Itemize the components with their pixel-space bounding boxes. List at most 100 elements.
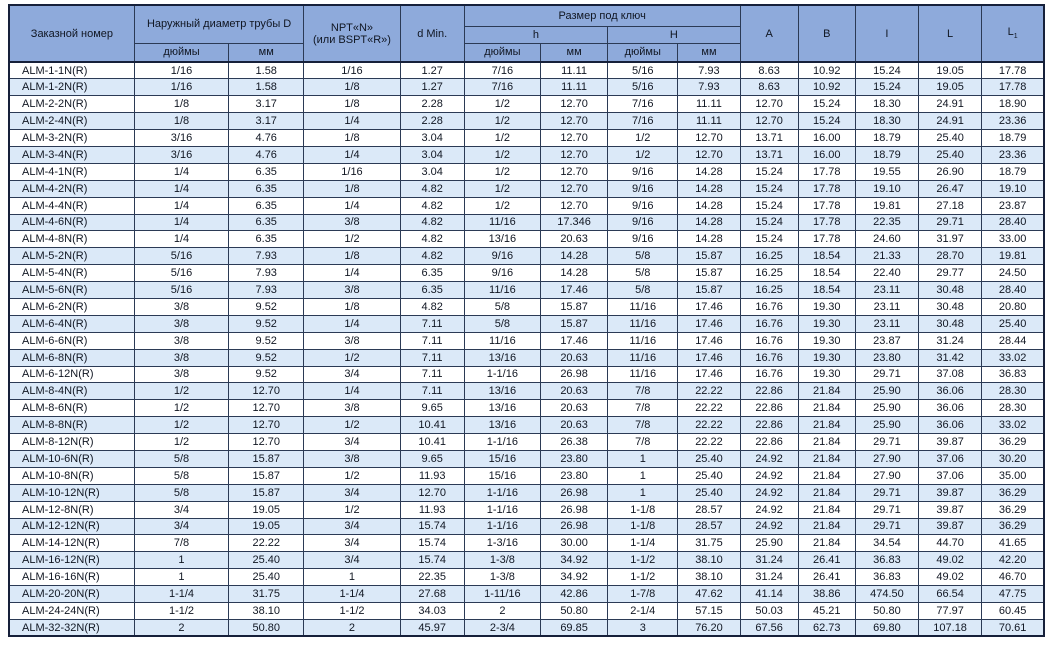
table-cell: 1.27 — [399, 61, 465, 80]
table-cell: 30.48 — [918, 281, 983, 299]
order-number-cell: ALM-1-1N(R) — [8, 61, 135, 80]
table-cell: 4.82 — [399, 179, 465, 198]
table-cell: 38.10 — [228, 602, 305, 620]
table-cell: 1-1/8 — [607, 500, 679, 519]
table-cell: 28.40 — [981, 281, 1045, 299]
table-row: ALM-8-6N(R) 1/2 12.70 3/8 9.65 13/16 20.63 7/8 2… — [8, 399, 1045, 418]
table-cell: 9.52 — [228, 331, 305, 350]
table-cell: 23.36 — [981, 112, 1045, 131]
table-cell: 9.52 — [228, 297, 305, 316]
table-row: ALM-8-4N(R) 1/2 12.70 1/4 7.11 13/16 20.63 7/8 2… — [8, 382, 1045, 401]
table-cell: 24.91 — [918, 95, 983, 114]
header-row-1: Заказной номер Наружный диаметр трубы D … — [8, 4, 1045, 63]
table-cell: 1-1/4 — [303, 585, 401, 603]
table-cell: 2.28 — [399, 95, 465, 114]
table-cell: 16.25 — [739, 264, 799, 283]
order-number-cell: ALM-6-8N(R) — [8, 348, 135, 367]
table-cell: 22.22 — [677, 382, 741, 401]
table-cell: 20.63 — [539, 399, 609, 418]
table-cell: 11.11 — [539, 61, 609, 80]
table-cell: 24.50 — [981, 264, 1045, 283]
table-cell: 5/8 — [133, 466, 230, 485]
table-cell: 23.11 — [854, 281, 920, 299]
table-cell: 3/16 — [133, 145, 230, 164]
table-cell: 3.04 — [399, 162, 465, 181]
table-cell: 21.84 — [797, 517, 856, 536]
table-cell: 7/16 — [607, 95, 679, 114]
order-number-cell: ALM-5-6N(R) — [8, 281, 135, 299]
table-cell: 15.87 — [677, 247, 741, 266]
order-number-cell: ALM-8-6N(R) — [8, 399, 135, 418]
table-cell: 26.98 — [539, 517, 609, 536]
spec-table: Заказной номер Наружный диаметр трубы D … — [8, 4, 1045, 638]
table-cell: 12.70 — [228, 416, 305, 435]
table-cell: 36.06 — [918, 382, 983, 401]
table-cell: 1/2 — [463, 95, 541, 114]
order-number-cell: ALM-6-2N(R) — [8, 297, 135, 316]
table-cell: 14.28 — [539, 264, 609, 283]
table-cell: 9/16 — [607, 230, 679, 249]
col-header-h-small: h — [463, 25, 609, 44]
table-cell: 9/16 — [607, 162, 679, 181]
table-cell: 35.00 — [981, 466, 1045, 485]
table-cell: 50.80 — [854, 602, 920, 620]
table-row: ALM-4-4N(R) 1/4 6.35 1/4 4.82 1/2 12.70 9/16 14.… — [8, 196, 1045, 215]
table-cell: 34.54 — [854, 534, 920, 553]
table-cell: 36.83 — [854, 551, 920, 570]
table-cell: 1/4 — [133, 196, 230, 215]
table-cell: 31.97 — [918, 230, 983, 249]
table-cell: 1/2 — [607, 145, 679, 164]
table-cell: 3/4 — [133, 500, 230, 519]
table-cell: 2 — [303, 618, 401, 637]
order-number-cell: ALM-32-32N(R) — [8, 618, 135, 637]
table-cell: 37.08 — [918, 365, 983, 384]
col-header-d-mm: мм — [228, 42, 305, 63]
table-cell: 7/16 — [607, 112, 679, 131]
table-row: ALM-24-24N(R) 1-1/2 38.10 1-1/2 34.03 2 50.80 2… — [8, 602, 1045, 620]
table-cell: 36.29 — [981, 433, 1045, 451]
table-cell: 6.35 — [228, 196, 305, 215]
table-cell: 1/4 — [133, 230, 230, 249]
table-cell: 14.28 — [677, 230, 741, 249]
table-cell: 19.05 — [918, 78, 983, 97]
table-cell: 5/16 — [607, 61, 679, 80]
table-cell: 17.46 — [539, 331, 609, 350]
table-cell: 3/8 — [303, 399, 401, 418]
table-row: ALM-4-1N(R) 1/4 6.35 1/16 3.04 1/2 12.70 9/16 14… — [8, 162, 1045, 181]
table-cell: 42.20 — [981, 551, 1045, 570]
table-cell: 18.30 — [854, 95, 920, 114]
table-cell: 30.48 — [918, 297, 983, 316]
table-cell: 3/8 — [133, 297, 230, 316]
table-cell: 36.29 — [981, 517, 1045, 536]
table-cell: 12.70 — [539, 196, 609, 215]
table-cell: 1-7/8 — [607, 585, 679, 603]
table-cell: 1-1/4 — [133, 585, 230, 603]
table-cell: 4.82 — [399, 213, 465, 232]
table-cell: 3/8 — [133, 348, 230, 367]
table-cell: 1/2 — [303, 500, 401, 519]
table-cell: 1-1/2 — [303, 602, 401, 620]
table-row: ALM-1-1N(R) 1/16 1.58 1/16 1.27 7/16 11.11 5/16… — [8, 61, 1045, 80]
col-header-wrench-size: Размер под ключ — [463, 4, 741, 27]
table-cell: 1/8 — [303, 95, 401, 114]
table-cell: 9/16 — [607, 179, 679, 198]
table-cell: 12.70 — [539, 112, 609, 131]
table-cell: 18.30 — [854, 112, 920, 131]
table-cell: 38.86 — [797, 585, 856, 603]
table-cell: 29.71 — [854, 500, 920, 519]
table-cell: 60.45 — [981, 602, 1045, 620]
order-number-cell: ALM-2-4N(R) — [8, 112, 135, 131]
table-cell: 1-1/4 — [607, 534, 679, 553]
order-number-cell: ALM-4-8N(R) — [8, 230, 135, 249]
order-number-cell: ALM-14-12N(R) — [8, 534, 135, 553]
col-header-b: B — [797, 4, 856, 63]
table-row: ALM-5-4N(R) 5/16 7.93 1/4 6.35 9/16 14.28 5/8 15… — [8, 264, 1045, 283]
table-cell: 41.65 — [981, 534, 1045, 553]
table-cell: 17.46 — [539, 281, 609, 299]
table-cell: 4.82 — [399, 247, 465, 266]
table-cell: 12.70 — [539, 95, 609, 114]
order-number-cell: ALM-3-4N(R) — [8, 145, 135, 164]
l1-base: L — [1007, 26, 1014, 39]
table-cell: 4.76 — [228, 129, 305, 147]
table-cell: 12.70 — [228, 399, 305, 418]
